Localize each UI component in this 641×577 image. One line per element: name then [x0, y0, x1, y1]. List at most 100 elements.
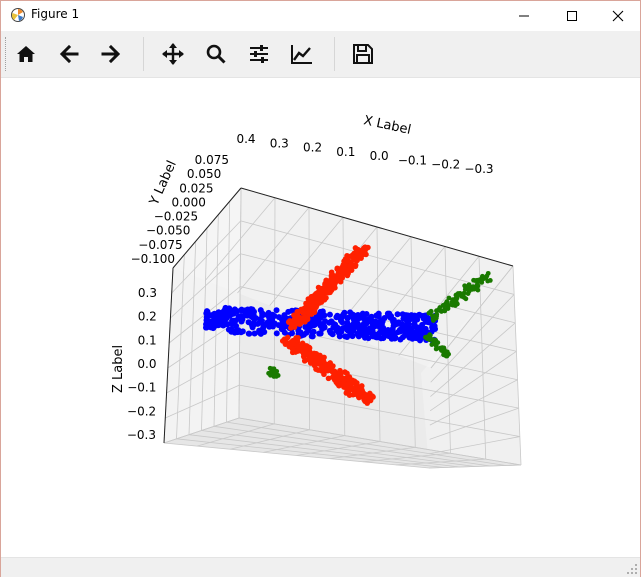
y-tick-label: 0.025 — [179, 181, 213, 195]
floppy-icon — [353, 44, 373, 64]
pan-button[interactable] — [157, 39, 189, 69]
z-axis-label: Z Label — [111, 345, 126, 393]
wing-point — [291, 324, 298, 330]
tail-point — [427, 309, 433, 315]
wing-point — [320, 358, 327, 364]
tail-point — [427, 333, 433, 338]
z-axis-line — [163, 267, 174, 444]
fuselage-point — [372, 318, 379, 325]
fuselage-point — [399, 311, 406, 318]
z-tick-label: −0.2 — [127, 404, 156, 418]
wing-point — [336, 382, 342, 389]
tail-point — [463, 284, 468, 290]
fuselage-point — [269, 323, 276, 330]
fuselage-point — [269, 316, 276, 323]
x-tick-label: −0.1 — [398, 153, 427, 167]
fuselage-point — [211, 323, 218, 330]
axes-edges — [163, 187, 514, 444]
tail-point — [431, 341, 437, 347]
forward-button[interactable] — [95, 39, 127, 69]
toolbar-separator — [143, 37, 144, 71]
fuselage-point — [218, 319, 225, 326]
tail-point — [442, 306, 448, 312]
fuselage-point — [391, 335, 398, 342]
minimize-button[interactable] — [501, 1, 547, 31]
z-tick-label: 0.3 — [138, 286, 157, 300]
grid-line — [239, 351, 519, 409]
fuselage-point — [412, 333, 419, 340]
fuselage-point — [373, 312, 380, 319]
fuselage-point — [399, 334, 406, 341]
maximize-button[interactable] — [549, 1, 595, 31]
tail-point — [425, 336, 430, 342]
maximize-icon — [567, 11, 577, 21]
fuselage-point — [340, 325, 347, 332]
tail-point — [474, 277, 480, 283]
resize-grip-icon[interactable] — [626, 563, 638, 575]
grid-line — [188, 241, 197, 435]
zoom-button[interactable] — [200, 39, 232, 69]
fuselage-point — [432, 326, 439, 333]
grid-line — [240, 253, 516, 324]
fuselage-point — [396, 326, 403, 333]
save-button[interactable] — [347, 39, 379, 69]
toolbar-grip[interactable] — [5, 37, 8, 71]
grid-line — [163, 442, 430, 469]
z-tick-label: −0.3 — [127, 428, 156, 442]
fuselage-point — [225, 310, 232, 317]
axes-floor-pane — [164, 418, 521, 468]
fuselage-point — [235, 327, 242, 334]
3d-scatter-plot[interactable]: 0.4 0.3 0.2 0.1 0.0 −0.1 −0.2 −0.30.0750.0500.0… — [1, 78, 640, 556]
configure-subplots-button[interactable] — [243, 39, 275, 69]
scatter-points — [203, 244, 493, 406]
fuselage-point — [403, 329, 410, 336]
fuselage-point — [350, 322, 357, 329]
grid-line — [176, 254, 185, 439]
tail-point — [474, 282, 480, 288]
wing-point — [344, 252, 350, 259]
wing-point — [337, 267, 343, 274]
x-axis-line — [240, 187, 514, 267]
edit-axis-button[interactable] — [286, 39, 318, 69]
fuselage-point — [275, 314, 282, 321]
home-button[interactable] — [10, 39, 42, 69]
toolbar-separator — [334, 37, 335, 71]
fuselage-point — [321, 323, 328, 330]
fuselage-point — [328, 330, 335, 337]
wing-point — [314, 289, 321, 296]
x-tick-label: −0.2 — [431, 158, 460, 172]
close-button[interactable] — [595, 1, 641, 31]
title-bar[interactable]: Figure 1 — [1, 1, 640, 31]
fuselage-point — [245, 319, 252, 326]
back-button[interactable] — [53, 39, 85, 69]
wing-point — [307, 355, 313, 361]
grid-line — [512, 265, 522, 466]
tail-point — [444, 349, 450, 355]
move-icon — [162, 43, 184, 65]
fuselage-point — [350, 327, 357, 334]
navigation-toolbar — [1, 31, 640, 78]
z-tick-label: 0.2 — [138, 310, 157, 324]
fuselage-point — [281, 312, 288, 319]
axes-right-pane — [421, 266, 521, 468]
fuselage-point — [357, 330, 364, 337]
grid-line — [239, 384, 520, 437]
figure-canvas[interactable]: 0.4 0.3 0.2 0.1 0.0 −0.1 −0.2 −0.3 0.075 0.050 0.0… — [1, 78, 640, 556]
wing-point — [295, 313, 301, 319]
fuselage-point — [336, 333, 343, 340]
fuselage-point — [225, 326, 232, 333]
wing-point — [279, 338, 286, 344]
y-tick-label: −0.050 — [146, 224, 190, 238]
y-tick-label: 0.000 — [171, 195, 205, 209]
fuselage-point — [394, 311, 401, 318]
fuselage-point — [338, 313, 345, 320]
grid-line — [429, 379, 518, 426]
fuselage-point — [311, 321, 318, 328]
fuselage-point — [229, 317, 236, 324]
wing-point — [330, 276, 336, 283]
tick-labels: 0.4 0.3 0.2 0.1 0.0 −0.1 −0.2 −0.30.0750.0500.0… — [127, 132, 494, 442]
fuselage-point — [404, 314, 411, 321]
fuselage-point — [364, 316, 371, 323]
wing-point — [302, 357, 309, 363]
